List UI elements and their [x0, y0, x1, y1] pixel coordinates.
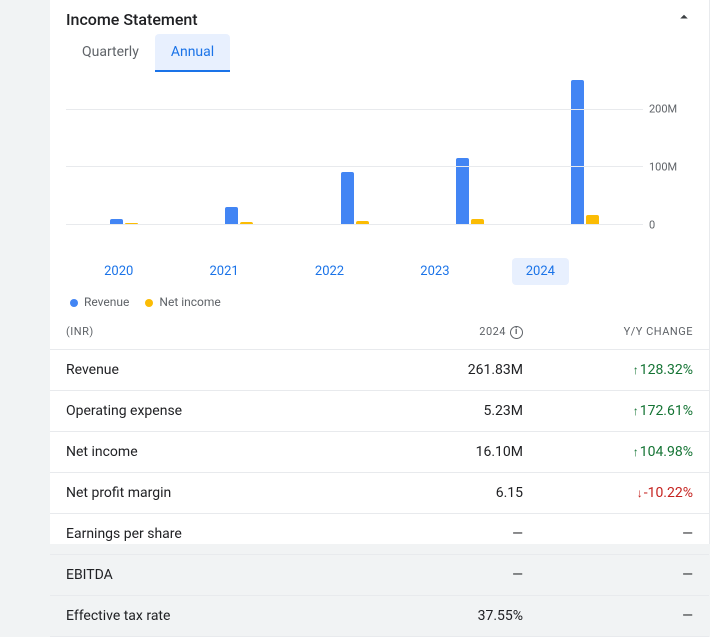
bar-group[interactable] [412, 80, 527, 224]
metric-name: EBITDA [66, 567, 373, 583]
metric-value: — [373, 567, 523, 583]
table-row[interactable]: EBITDA—— [50, 555, 709, 596]
gridline [66, 166, 643, 167]
section-header[interactable]: Income Statement [50, 0, 709, 34]
legend-item: Net income [145, 295, 220, 309]
metric-name: Operating expense [66, 403, 373, 419]
metric-name: Effective tax rate [66, 608, 373, 624]
y-tick-label: 100M [649, 161, 677, 174]
bar-group[interactable] [297, 80, 412, 224]
metric-value: 5.23M [373, 403, 523, 419]
bar-revenue[interactable] [225, 207, 238, 224]
x-label-2020[interactable]: 2020 [90, 258, 147, 285]
table-row[interactable]: Revenue261.83M↑128.32% [50, 350, 709, 391]
y-tick-label: 200M [649, 103, 677, 116]
section-title: Income Statement [66, 10, 198, 29]
tab-annual[interactable]: Annual [155, 34, 230, 72]
table-row[interactable]: Effective tax rate37.55%— [50, 596, 709, 637]
table-header-row: (INR) 2024i Y/Y CHANGE [50, 315, 709, 350]
metrics-table-body: Revenue261.83M↑128.32%Operating expense5… [50, 350, 709, 637]
period-tabs: QuarterlyAnnual [50, 34, 709, 80]
y-tick-label: 0 [649, 219, 655, 232]
metric-change: ↑104.98% [523, 444, 693, 460]
chevron-up-icon[interactable] [675, 8, 693, 30]
metric-name: Net profit margin [66, 485, 373, 501]
table-row[interactable]: Net income16.10M↑104.98% [50, 432, 709, 473]
bar-revenue[interactable] [456, 158, 469, 224]
metric-name: Net income [66, 444, 373, 460]
metric-value: — [373, 526, 523, 542]
gridline [66, 224, 643, 225]
currency-label: (INR) [66, 325, 373, 338]
x-label-2024[interactable]: 2024 [512, 258, 569, 285]
table-row[interactable]: Earnings per share—— [50, 514, 709, 555]
bar-revenue[interactable] [571, 80, 584, 224]
income-chart: 200M 100M 0 [50, 80, 709, 250]
metric-name: Revenue [66, 362, 373, 378]
value-column-header: 2024i [373, 325, 523, 339]
bar-net-income[interactable] [586, 215, 599, 224]
x-label-2022[interactable]: 2022 [301, 258, 358, 285]
metric-change: — [523, 526, 693, 542]
chart-legend: Revenue Net income [50, 285, 709, 315]
table-row[interactable]: Net profit margin6.15↓-10.22% [50, 473, 709, 514]
metric-change: — [523, 567, 693, 583]
metric-value: 261.83M [373, 362, 523, 378]
chart-plot [66, 80, 643, 225]
metric-change: ↓-10.22% [523, 485, 693, 501]
chart-y-axis: 200M100M0 [643, 80, 693, 225]
income-statement-card: Income Statement QuarterlyAnnual 200M 100… [50, 0, 710, 544]
bar-group[interactable] [528, 80, 643, 224]
legend-swatch [145, 299, 153, 307]
gridline [66, 109, 643, 110]
table-row[interactable]: Operating expense5.23M↑172.61% [50, 391, 709, 432]
bar-group[interactable] [181, 80, 296, 224]
metric-value: 37.55% [373, 608, 523, 624]
bar-revenue[interactable] [341, 172, 354, 224]
x-label-2021[interactable]: 2021 [195, 258, 252, 285]
metric-value: 16.10M [373, 444, 523, 460]
metric-change: ↑172.61% [523, 403, 693, 419]
bar-group[interactable] [66, 80, 181, 224]
legend-item: Revenue [70, 295, 129, 309]
tab-quarterly[interactable]: Quarterly [66, 34, 155, 72]
change-column-header: Y/Y CHANGE [523, 325, 693, 338]
metric-name: Earnings per share [66, 526, 373, 542]
metric-value: 6.15 [373, 485, 523, 501]
legend-swatch [70, 299, 78, 307]
metric-change: ↑128.32% [523, 362, 693, 378]
x-label-2023[interactable]: 2023 [406, 258, 463, 285]
info-icon[interactable]: i [510, 326, 523, 339]
metric-change: — [523, 608, 693, 624]
chart-x-axis: 2020 2021 2022 2023 2024 [50, 250, 659, 285]
